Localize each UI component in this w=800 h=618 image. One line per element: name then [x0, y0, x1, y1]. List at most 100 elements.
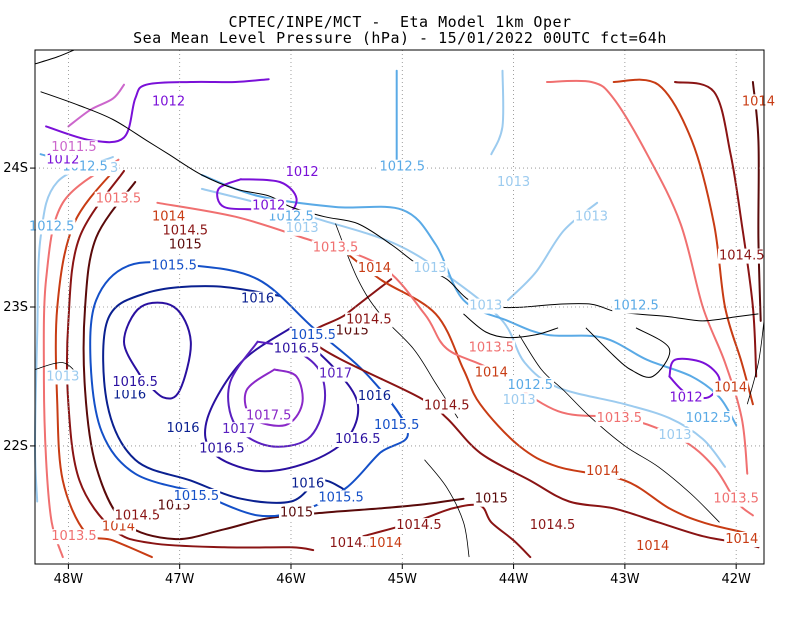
state-border — [746, 320, 765, 405]
contour-label-bg — [467, 340, 516, 356]
contour-label: 1016.5 — [335, 432, 381, 447]
contour-label: 1012 — [670, 390, 703, 405]
contour-label-bg — [151, 94, 187, 110]
contour-label: 1016.5 — [199, 442, 245, 457]
contour-label-bg — [657, 427, 693, 443]
contour-label: 1016.5 — [112, 375, 158, 390]
contour-label-bg — [198, 441, 246, 457]
contour-label: 1016 — [291, 476, 324, 491]
state-border — [335, 223, 459, 419]
contour-label: 1012.5 — [508, 378, 554, 393]
contour-label: 1016 — [241, 292, 274, 307]
tick-label-lat: 24S — [3, 161, 28, 176]
tick-label-lon: 47W — [165, 572, 195, 587]
contour-label-bg — [50, 140, 98, 156]
contour-label: 1014 — [358, 261, 391, 276]
contour-label-bg — [356, 388, 393, 404]
contour-label: 1015 — [280, 506, 313, 521]
contour-label: 1014 — [586, 464, 619, 479]
state-border — [518, 334, 720, 523]
contour-label: 1013.5 — [597, 411, 643, 426]
contour-label-bg — [251, 198, 287, 214]
contour-1014 — [612, 78, 754, 406]
contour-label: 1014.5 — [346, 313, 392, 328]
contour-label-bg — [724, 531, 760, 547]
contour-label: 1016.5 — [274, 342, 320, 357]
contour-label: 1014 — [714, 381, 747, 396]
contour-1012 — [45, 78, 270, 144]
coastline — [34, 49, 75, 65]
contour-1016-5 — [123, 301, 192, 400]
tick-label-lon: 45W — [388, 572, 418, 587]
contour-label: 1011.5 — [51, 140, 97, 155]
contour-label-bg — [573, 209, 610, 225]
tick-label-lon: 44W — [499, 572, 529, 587]
contour-label: 1013.5 — [469, 340, 515, 355]
contour-label-bg — [161, 223, 210, 239]
contour-1014-5 — [65, 169, 315, 552]
contour-label-bg — [45, 152, 81, 168]
contour-1012-5 — [200, 174, 738, 427]
contour-label: 1014 — [369, 536, 402, 551]
contour-label: 1014.5 — [396, 518, 442, 533]
contour-label-bg — [668, 390, 704, 406]
contour-label-bg — [496, 174, 532, 190]
state-border — [424, 459, 470, 558]
contour-label: 1012 — [152, 94, 185, 109]
contour-label-bg — [473, 491, 509, 507]
contour-label: 1012.5 — [613, 299, 659, 314]
tick-label-lat: 23S — [3, 300, 28, 315]
contour-label-bg — [150, 258, 198, 274]
contour-label-bg — [167, 237, 203, 253]
contour-1013-5 — [42, 158, 120, 559]
contour-label: 1013 — [658, 428, 691, 443]
contour-label-bg — [172, 488, 221, 504]
coastline — [463, 313, 559, 339]
contour-label-bg — [528, 518, 577, 534]
contour-label-bg — [165, 420, 201, 436]
contour-label-bg — [317, 366, 354, 382]
contour-1015 — [82, 181, 465, 541]
contour-label-bg — [240, 291, 276, 307]
contour-label: 1014 — [636, 539, 669, 554]
contour-label-bg — [50, 529, 98, 545]
contour-label: 1012 — [286, 165, 319, 180]
contour-label: 1013 — [497, 175, 530, 190]
contour-label-bg — [585, 463, 621, 479]
contour-label: 1014.5 — [719, 249, 765, 264]
contour-label: 1016 — [358, 389, 391, 404]
contour-label: 1013 — [46, 369, 79, 384]
tick-label-lon: 42W — [721, 572, 751, 587]
contour-label: 1013.5 — [96, 192, 142, 207]
contour-label-bg — [635, 538, 671, 554]
contour-label-bg — [334, 431, 382, 447]
contour-label: 1013 — [414, 261, 447, 276]
contour-label-bg — [151, 209, 187, 225]
contour-label: 1014.5 — [424, 399, 470, 414]
axis-tick-layer: 48W 47W 46W 45W 44W 43W 42W 22S 23S 24S — [3, 161, 751, 587]
contour-1015 — [751, 81, 762, 322]
contour-label: 1013 — [469, 299, 502, 314]
contour-layer — [34, 69, 762, 559]
contour-label-bg — [317, 490, 365, 506]
contour-label: 1014.5 — [530, 518, 576, 533]
chart-title: CPTEC/INPE/MCT - Eta Model 1km Oper — [228, 13, 572, 31]
contour-label: 1013 — [575, 210, 608, 225]
contour-label-bg — [328, 536, 376, 552]
contour-label-bg — [612, 298, 660, 314]
contour-label: 1015.5 — [318, 490, 364, 505]
contour-label-bg — [395, 518, 443, 534]
contour-label: 1013.5 — [51, 529, 97, 544]
contour-label: 1015.5 — [290, 328, 336, 343]
contour-label: 1014 — [152, 210, 185, 225]
contour-label: 1012.5 — [686, 411, 732, 426]
contour-label-bg — [713, 380, 749, 396]
contour-label-bg — [27, 219, 76, 235]
contour-label: 1013.5 — [313, 240, 359, 255]
contour-label-bg — [468, 298, 504, 314]
contour-1011-5 — [67, 83, 125, 128]
contour-label: 1015 — [169, 237, 202, 252]
tick-label-lon: 48W — [54, 572, 84, 587]
contour-label-bg — [412, 261, 448, 277]
contour-label-bg — [272, 341, 321, 357]
